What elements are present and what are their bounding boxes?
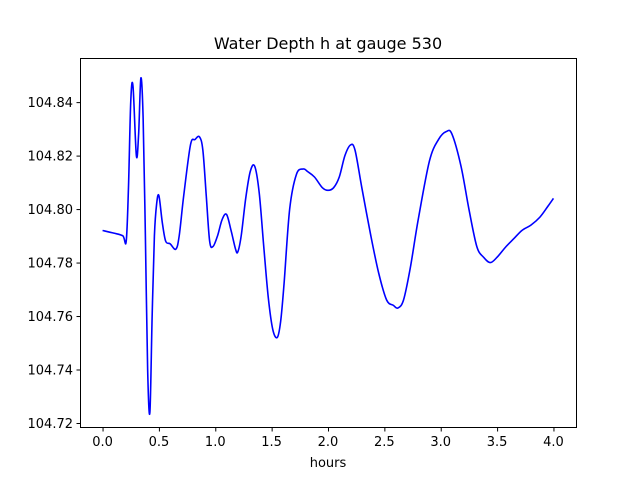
x-tick-label: 4.0 (543, 435, 564, 450)
y-tick-label: 104.82 (28, 150, 74, 165)
x-tick-label: 2.5 (374, 435, 395, 450)
x-tick-label: 2.0 (318, 435, 339, 450)
series-line-0 (102, 77, 555, 416)
y-tick-label: 104.80 (28, 203, 74, 218)
x-axis: 0.0 0.5 1.0 1.5 2.0 2.5 3.0 3.5 4.0 (92, 427, 564, 450)
x-tick-label: 1.0 (205, 435, 226, 450)
y-tick-label: 104.84 (28, 96, 74, 111)
x-tick-label: 3.0 (430, 435, 451, 450)
x-tick-label: 0.5 (149, 435, 170, 450)
y-tick-label: 104.76 (28, 310, 74, 325)
x-tick-label: 1.5 (261, 435, 282, 450)
y-tick-label: 104.78 (28, 257, 74, 272)
chart-title: Water Depth h at gauge 530 (214, 34, 442, 53)
x-axis-label: hours (310, 456, 347, 471)
y-axis: 104.72 104.74 104.76 104.78 104.80 104.82 104.… (28, 96, 81, 432)
y-tick-label: 104.74 (28, 364, 74, 379)
x-tick-label: 3.5 (487, 435, 508, 450)
x-tick-label: 0.0 (92, 435, 113, 450)
y-tick-label: 104.72 (28, 417, 74, 432)
